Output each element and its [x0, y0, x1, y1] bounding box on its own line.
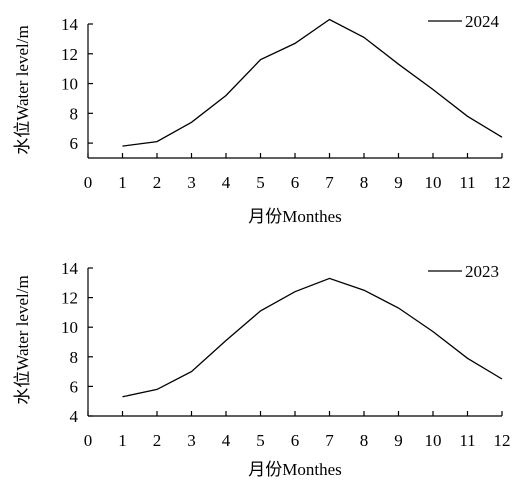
x-tick-label: 3	[187, 173, 196, 192]
x-tick-label: 1	[118, 173, 127, 192]
x-tick-label: 10	[425, 173, 442, 192]
x-tick-label: 3	[187, 431, 196, 450]
y-tick-label: 4	[70, 407, 79, 426]
legend-label-2023: 2023	[465, 262, 499, 281]
y-tick-label: 12	[61, 289, 78, 308]
y-tick-label: 10	[61, 318, 78, 337]
x-tick-label: 12	[494, 173, 511, 192]
x-axis-label: 月份Monthes	[248, 460, 342, 479]
x-tick-label: 5	[256, 173, 265, 192]
x-tick-label: 1	[118, 431, 127, 450]
x-tick-label: 7	[325, 431, 334, 450]
y-tick-label: 8	[70, 348, 79, 367]
x-tick-label: 6	[291, 431, 300, 450]
y-tick-label: 14	[61, 15, 79, 34]
legend-label-2024: 2024	[465, 12, 500, 31]
x-tick-label: 9	[394, 431, 403, 450]
x-tick-label: 4	[222, 431, 231, 450]
x-tick-label: 8	[360, 173, 369, 192]
x-tick-label: 2	[153, 431, 162, 450]
x-tick-label: 8	[360, 431, 369, 450]
y-tick-label: 10	[61, 75, 78, 94]
x-tick-label: 7	[325, 173, 334, 192]
x-tick-label: 10	[425, 431, 442, 450]
y-axis-label: 水位Water level/m	[13, 25, 32, 154]
series-line-2024	[122, 18, 503, 147]
x-axis-label: 月份Monthes	[248, 207, 342, 226]
y-axis-label: 水位Water level/m	[13, 275, 32, 404]
x-tick-label: 12	[494, 431, 511, 450]
x-tick-label: 6	[291, 173, 300, 192]
y-tick-label: 8	[70, 104, 79, 123]
x-tick-label: 2	[153, 173, 162, 192]
y-tick-label: 6	[70, 134, 79, 153]
x-tick-label: 9	[394, 173, 403, 192]
x-tick-label: 0	[84, 431, 93, 450]
series-line-2023	[122, 277, 503, 398]
x-tick-label: 11	[459, 173, 475, 192]
x-tick-label: 4	[222, 173, 231, 192]
x-tick-label: 5	[256, 431, 265, 450]
y-tick-label: 14	[61, 259, 79, 278]
x-tick-label: 0	[84, 173, 93, 192]
y-tick-label: 12	[61, 45, 78, 64]
y-tick-label: 6	[70, 377, 79, 396]
x-tick-label: 11	[459, 431, 475, 450]
